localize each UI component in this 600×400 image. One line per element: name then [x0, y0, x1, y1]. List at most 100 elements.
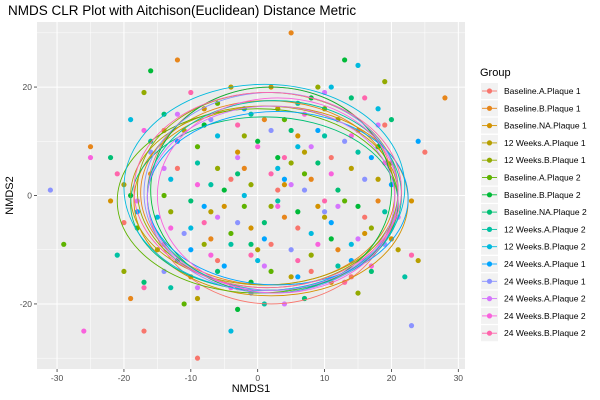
- legend-swatch: [486, 88, 493, 94]
- data-point: [87, 154, 94, 161]
- data-point: [328, 84, 334, 90]
- data-point: [362, 95, 368, 101]
- data-point: [168, 285, 174, 291]
- data-point: [47, 187, 53, 193]
- legend-swatch: [486, 140, 493, 146]
- data-point: [201, 106, 207, 112]
- data-point: [328, 171, 334, 177]
- data-point: [114, 252, 120, 258]
- data-point: [81, 328, 87, 334]
- data-point: [315, 127, 321, 134]
- data-point: [208, 252, 214, 258]
- data-point: [214, 133, 221, 139]
- data-point: [301, 187, 308, 193]
- legend-swatch: [486, 192, 493, 198]
- data-point: [295, 274, 301, 280]
- legend-label: Baseline.B.Plaque 1: [504, 103, 581, 113]
- legend-swatch: [486, 174, 493, 181]
- data-point: [255, 144, 261, 150]
- data-point: [315, 241, 321, 247]
- data-point: [235, 220, 241, 226]
- data-point: [235, 171, 241, 177]
- data-point: [368, 268, 374, 275]
- data-point: [288, 182, 294, 188]
- legend-title: Group: [480, 67, 511, 79]
- data-point: [228, 328, 234, 334]
- legend-swatch: [486, 278, 493, 284]
- data-point: [281, 154, 288, 161]
- data-point: [362, 176, 368, 182]
- data-point: [228, 241, 234, 247]
- data-point: [221, 203, 227, 209]
- data-point: [315, 160, 321, 166]
- data-point: [188, 198, 194, 204]
- data-point: [268, 171, 274, 177]
- data-point: [248, 241, 254, 247]
- data-point: [342, 138, 348, 144]
- data-point: [321, 198, 328, 204]
- data-point: [228, 230, 234, 237]
- data-point: [315, 84, 321, 90]
- data-point: [214, 268, 221, 275]
- data-point: [174, 111, 181, 117]
- data-point: [208, 182, 214, 188]
- data-point: [228, 176, 234, 182]
- legend-label: 24 Weeks.A.Plaque 2: [504, 294, 586, 304]
- x-tick-label: 30: [454, 373, 464, 383]
- data-point: [275, 165, 281, 171]
- legend-swatch: [486, 157, 493, 163]
- legend-label: Baseline.NA.Plaque 1: [504, 121, 587, 131]
- data-point: [348, 241, 354, 247]
- data-point: [355, 203, 361, 209]
- data-point: [235, 122, 241, 128]
- x-tick-label: -20: [118, 373, 131, 383]
- legend-label: Baseline.A.Plaque 1: [504, 86, 581, 96]
- data-point: [194, 295, 201, 302]
- data-point: [128, 295, 134, 302]
- data-point: [201, 241, 207, 247]
- data-point: [161, 111, 167, 117]
- legend-label: 24 Weeks.B.Plaque 1: [504, 276, 586, 286]
- legend-item: 12 Weeks.B.Plaque 1: [481, 152, 586, 169]
- data-point: [328, 236, 334, 242]
- data-point: [321, 133, 328, 139]
- legend-label: Baseline.NA.Plaque 2: [504, 207, 587, 217]
- data-point: [194, 355, 201, 361]
- legend-label: 24 Weeks.B.Plaque 2: [504, 328, 586, 338]
- y-axis-title: NMDS2: [4, 176, 16, 215]
- data-point: [362, 214, 368, 220]
- data-point: [288, 274, 294, 280]
- data-point: [248, 111, 254, 117]
- legend-swatch: [486, 244, 493, 250]
- legend-item: Baseline.A.Plaque 2: [481, 169, 581, 186]
- data-point: [181, 301, 187, 307]
- data-point: [295, 257, 301, 264]
- data-point: [174, 57, 181, 63]
- data-point: [248, 182, 254, 188]
- chart-title: NMDS CLR Plot with Aitchison(Euclidean) …: [8, 3, 356, 18]
- data-point: [295, 144, 301, 150]
- data-point: [295, 209, 301, 215]
- data-point: [281, 176, 288, 182]
- legend-label: Baseline.A.Plaque 2: [504, 173, 581, 183]
- legend-swatch: [486, 313, 493, 319]
- data-point: [141, 89, 147, 96]
- data-point: [87, 144, 94, 150]
- data-point: [168, 209, 174, 215]
- x-tick-label: 20: [387, 373, 397, 383]
- data-point: [168, 176, 174, 182]
- data-point: [261, 263, 267, 269]
- data-point: [107, 154, 114, 161]
- data-point: [288, 127, 294, 134]
- data-point: [141, 285, 147, 291]
- data-points: [47, 30, 448, 361]
- legend-item: 24 Weeks.B.Plaque 2: [481, 307, 586, 324]
- data-point: [201, 203, 207, 209]
- legend: Group Baseline.A.Plaque 1 Baseline.B.Plaqu…: [480, 67, 587, 342]
- data-point: [275, 203, 281, 209]
- data-point: [355, 62, 361, 68]
- data-point: [308, 268, 314, 275]
- data-point: [382, 79, 388, 85]
- major-gridlines: [37, 22, 465, 369]
- data-point: [188, 225, 194, 231]
